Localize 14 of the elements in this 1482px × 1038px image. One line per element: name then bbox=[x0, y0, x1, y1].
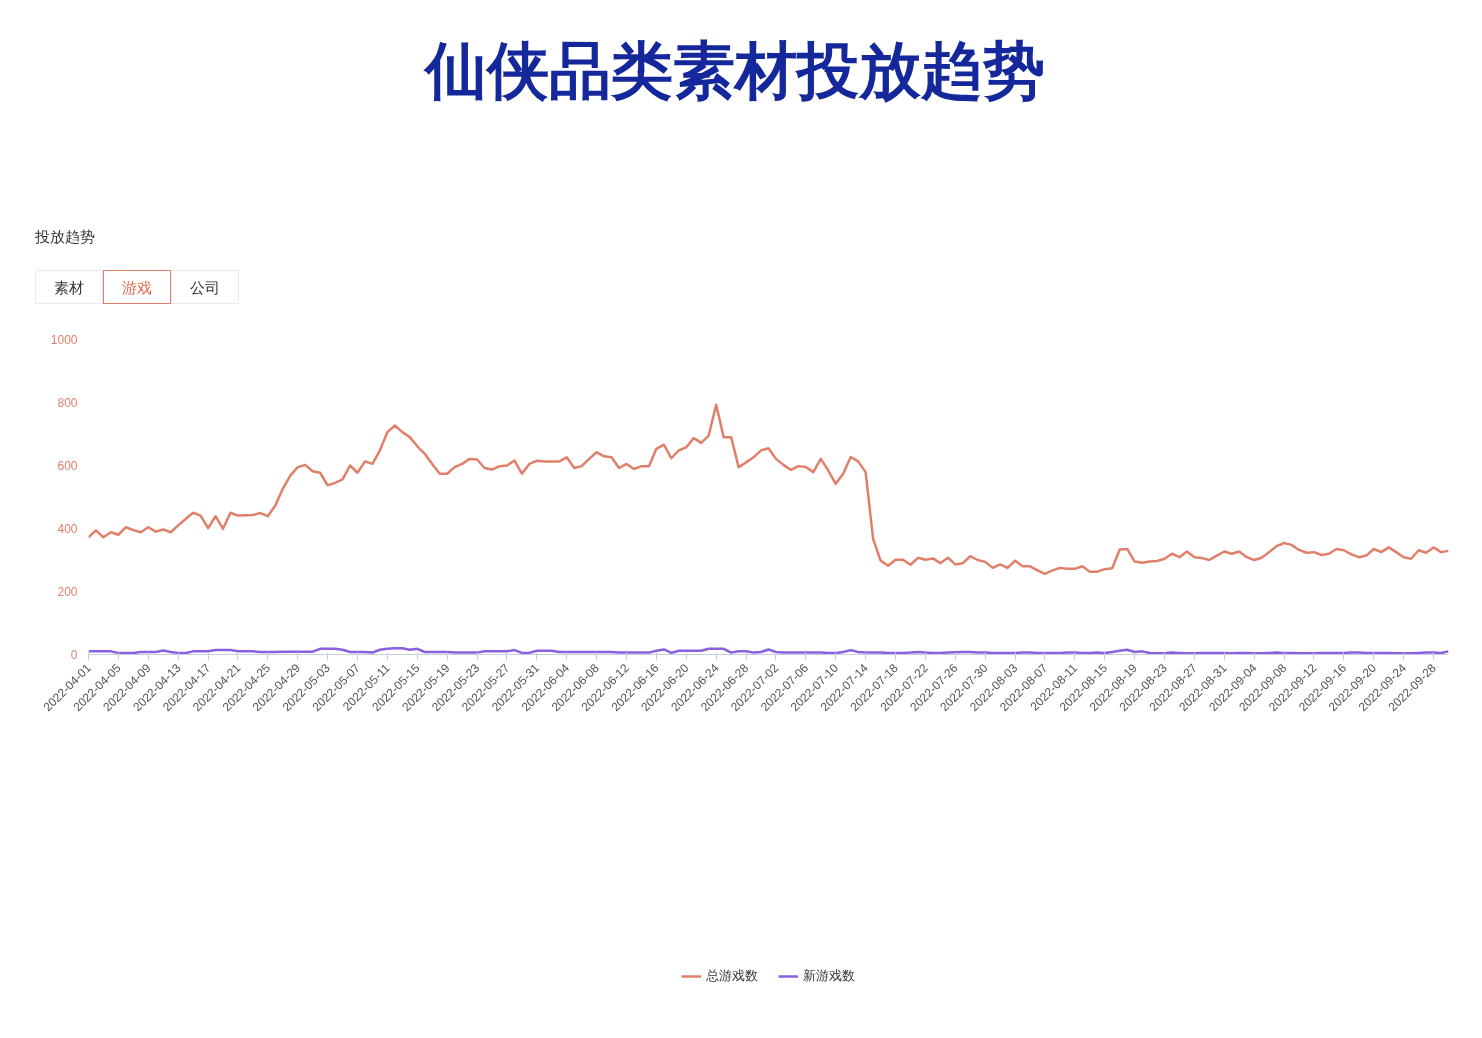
y-tick-label: 200 bbox=[57, 585, 78, 599]
y-tick-label: 0 bbox=[70, 648, 78, 662]
y-tick-label: 600 bbox=[57, 459, 78, 473]
chart-title: 仙侠品类素材投放趋势 bbox=[425, 35, 1045, 107]
legend-label: 总游戏数 bbox=[706, 967, 758, 985]
text: 公司 bbox=[171, 270, 239, 304]
y-tick-label: 1000 bbox=[50, 333, 78, 347]
legend-label: 新游戏数 bbox=[803, 967, 855, 985]
line-series bbox=[88, 403, 1449, 576]
y-tick-label: 400 bbox=[57, 522, 78, 536]
y-tick-label: 800 bbox=[57, 396, 78, 410]
chart-subtitle: 投放趋势 bbox=[35, 227, 95, 247]
text: 游戏 bbox=[103, 270, 171, 304]
text: 素材 bbox=[35, 270, 103, 304]
